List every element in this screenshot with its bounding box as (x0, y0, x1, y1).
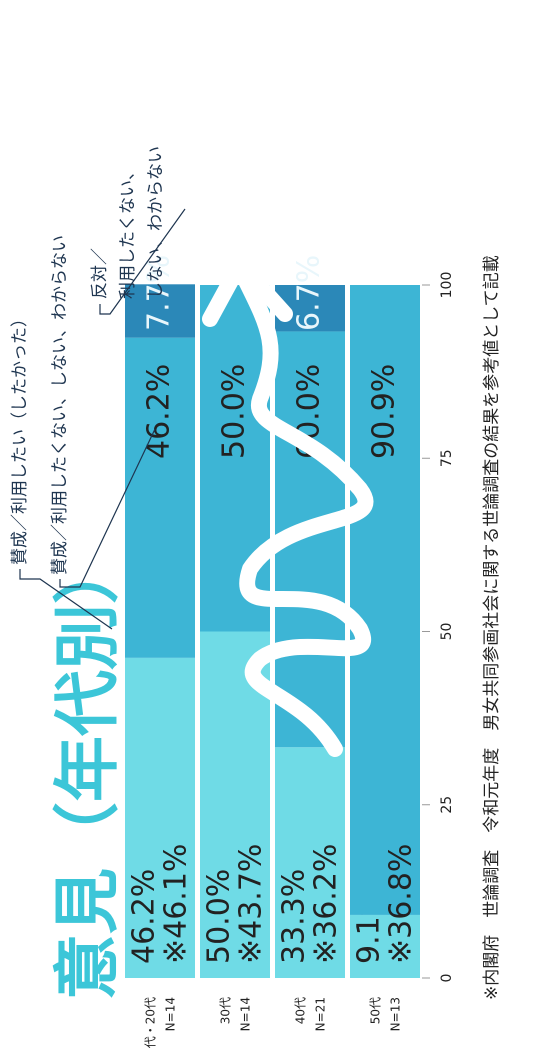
category-label: 10代・20代 (144, 997, 158, 1049)
category-label: 50代 (369, 997, 383, 1024)
x-tick-label: 0 (439, 974, 455, 983)
legend-entry: 反対／ (90, 248, 110, 299)
value-label: 46.2% (142, 364, 177, 459)
n-label: N=21 (314, 997, 328, 1031)
category-label: 40代 (294, 997, 308, 1024)
value-label: 90.9% (367, 364, 402, 459)
legend-entry: 賛成／利用したい（したかった） (10, 310, 30, 565)
value-label: 50.0% (217, 364, 252, 459)
x-tick-label: 50 (439, 623, 455, 641)
x-tick-label: 75 (439, 449, 455, 467)
bar-segment (125, 337, 195, 658)
reference-label: ※43.7% (234, 844, 269, 964)
x-tick-label: 100 (439, 272, 455, 299)
n-label: N=13 (389, 997, 403, 1031)
footnote: ※内閣府 世論調査 令和元年度 男女共同参画社会に関する世論調査の結果を参考値と… (482, 255, 502, 1000)
bar-segment (125, 657, 195, 978)
leader-line (59, 428, 156, 588)
arrow-decoration (237, 271, 374, 757)
legend-entry: 利用したくない、 (118, 163, 138, 299)
bar-segment (275, 285, 345, 332)
value-label: 33.3% (277, 869, 312, 964)
value-label: 50.0% (202, 869, 237, 964)
bar-segment (125, 284, 195, 338)
category-label: 30代 (219, 997, 233, 1024)
n-label: N=14 (239, 997, 253, 1031)
bar-segment (200, 631, 270, 978)
reference-label: ※36.8% (384, 844, 419, 964)
bar-segment (350, 914, 420, 978)
leader-line (99, 208, 186, 315)
bar-segment (200, 285, 270, 632)
value-label: 6.7% (292, 255, 327, 331)
legend-entry: 賛成／利用したくない、しない、わからない (50, 235, 70, 575)
leader-lines (19, 208, 186, 630)
bar-segment (275, 747, 345, 978)
value-label: 7.7% (142, 255, 177, 331)
arrow-head (202, 256, 293, 327)
leader-line (19, 569, 113, 630)
reference-label: ※36.2% (309, 844, 344, 964)
bar-segment (350, 284, 420, 915)
reference-label: ※46.1% (159, 844, 194, 964)
legend-entry: しない、わからない (146, 146, 166, 299)
x-tick-label: 25 (439, 796, 455, 814)
n-label: N=14 (164, 997, 178, 1031)
chart-title: 意見（年代別） (49, 538, 126, 1000)
value-label: 46.2% (127, 869, 162, 964)
